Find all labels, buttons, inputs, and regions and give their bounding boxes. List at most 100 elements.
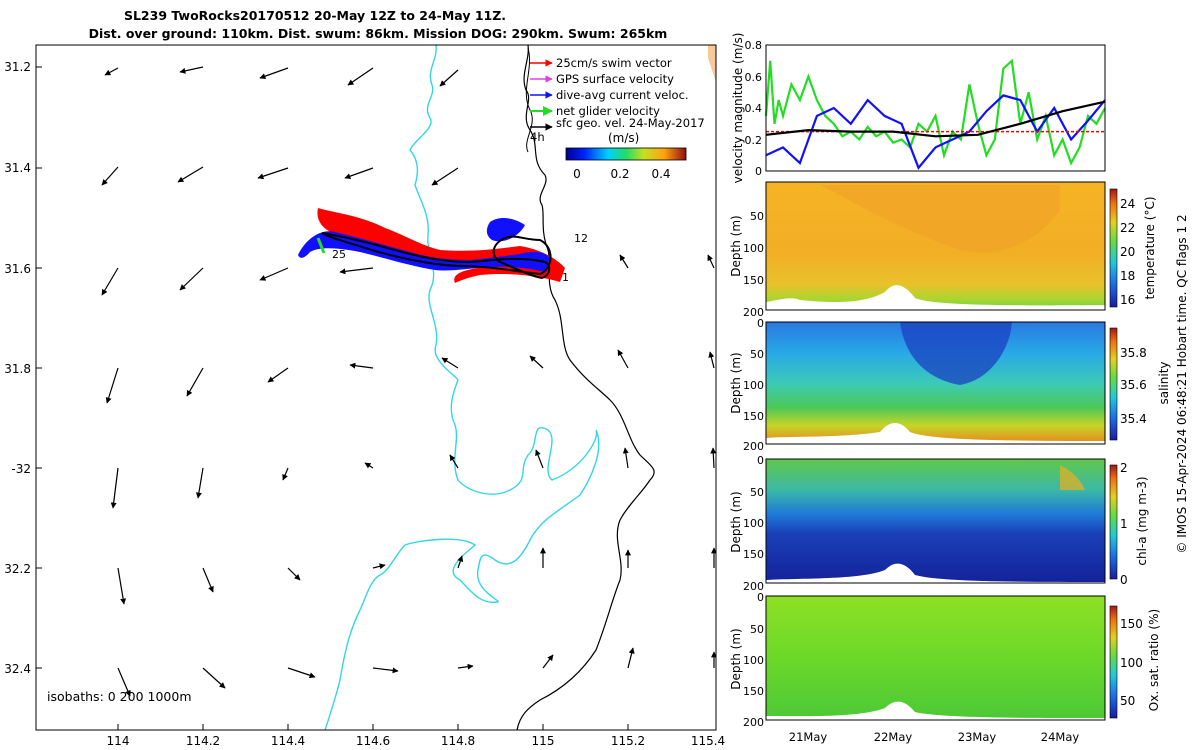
figure-title-line2: Dist. over ground: 110km. Dist. swum: 86…: [89, 26, 668, 41]
series-sfc-geo-vel-24-may-2017: [765, 100, 1106, 138]
depth-tick: 200: [743, 716, 764, 729]
chl-cb-tick: 0: [1120, 573, 1128, 587]
depth-tick: 150: [743, 685, 764, 698]
temperature-y-label: Depth (m): [729, 215, 743, 276]
depth-tick: 150: [743, 548, 764, 561]
temperature-cb-label: temperature (°C): [1143, 197, 1157, 300]
y-tick: 32.2: [4, 562, 31, 576]
salinity-panel: 0 50 100 150 200 Depth (m) 35.4 35.6 35.…: [729, 317, 1171, 453]
y-tick: 32.4: [4, 662, 31, 676]
depth-tick: 200: [743, 306, 764, 319]
figure-title-line1: SL239 TwoRocks20170512 20-May 12Z to 24-…: [124, 8, 506, 23]
vel-y-label: velocity magnitude (m/s): [731, 33, 745, 184]
salinity-seabed: [766, 423, 1105, 444]
oxygen-cb-tick: 100: [1120, 656, 1143, 670]
geo-vector: [707, 254, 715, 269]
temperature-colorbar: [1109, 188, 1118, 308]
geo-vector: [110, 467, 119, 509]
geo-vector: [622, 447, 629, 469]
isobaths-label: isobaths: 0 200 1000m: [47, 689, 192, 704]
legend-dac: dive-avg current veloc.: [556, 88, 689, 102]
date-tick: 22May: [874, 730, 913, 744]
temperature-panel: 50 100 150 200 Depth (m) 16 18 20 22 24 …: [729, 181, 1157, 319]
geo-vector: [179, 66, 204, 74]
geo-vector: [372, 563, 386, 570]
temperature-cb-tick: 20: [1120, 245, 1135, 259]
depth-tick: 0: [757, 591, 764, 604]
cb-tick: 0.4: [651, 167, 670, 181]
depth-tick: 0: [757, 454, 764, 467]
geo-vector: [101, 267, 119, 296]
y-tick: 31.6: [4, 262, 31, 276]
geo-vector: [257, 167, 289, 180]
chl-seabed: [766, 563, 1105, 583]
chl-cb-label: chl-a (mg m-3): [1135, 476, 1149, 565]
chl-surface-bloom: [1060, 465, 1085, 490]
temperature-cb-tick: 24: [1120, 197, 1135, 211]
geo-vector: [457, 555, 464, 569]
glider-track: 25 12 1: [298, 208, 588, 284]
map-y-ticks: 31.2 31.4 31.6 31.8 -32 32.2 32.4: [4, 60, 31, 676]
chl-cb-tick: 1: [1120, 517, 1128, 531]
map-x-ticks: 114 114.2 114.4 114.6 114.8 115 115.2 11…: [107, 734, 726, 748]
salinity-y-label: Depth (m): [729, 352, 743, 413]
geo-vector: [259, 67, 289, 80]
vel-y-tick: 0.2: [745, 134, 763, 147]
x-tick: 115.2: [611, 734, 645, 748]
geo-vector: [104, 67, 119, 76]
x-tick: 115.4: [691, 734, 725, 748]
geo-vector: [372, 667, 399, 674]
oxygen-panel: 0 50 100 150 200 Depth (m) 50 100 150 Ox…: [729, 591, 1161, 744]
geo-vector: [347, 67, 374, 86]
depth-tick: 50: [750, 210, 764, 223]
geo-vector: [105, 367, 119, 404]
velocity-frame: [765, 44, 1106, 172]
salinity-cb-tick: 35.8: [1120, 346, 1147, 360]
oxygen-colorbar: [1109, 605, 1118, 719]
temperature-seabed: [766, 285, 1105, 310]
geostrophic-vectors: [101, 66, 716, 697]
geo-vector: [186, 367, 204, 397]
geo-vector: [287, 667, 316, 679]
geo-vector: [364, 462, 374, 469]
glider-path: [321, 232, 552, 280]
geo-vector: [202, 567, 214, 593]
depth-tick: 50: [750, 486, 764, 499]
x-tick: 114.8: [441, 734, 475, 748]
geo-vector: [195, 467, 204, 499]
y-tick: 31.8: [4, 362, 31, 376]
vel-y-tick: 0.8: [745, 39, 763, 52]
salinity-colorbar: [1109, 327, 1118, 441]
isobath-200: [324, 45, 600, 730]
land-area: [708, 45, 716, 82]
coastline: [516, 45, 655, 730]
track-label-25: 25: [332, 248, 346, 261]
salinity-cb-tick: 35.6: [1120, 378, 1147, 392]
depth-tick: 100: [743, 379, 764, 392]
vel-y-tick: 0: [755, 165, 762, 178]
chl-panel: 0 50 100 150 200 Depth (m) 0 1 2 chl-a (…: [729, 454, 1149, 593]
geo-vector: [535, 449, 544, 469]
depth-tick: 100: [743, 242, 764, 255]
coastline-inner: [525, 47, 533, 153]
copyright-label: © IMOS 15-Apr-2024 06:48:21 Hobart time.…: [1175, 214, 1189, 553]
vel-y-tick: 0.4: [745, 102, 763, 115]
geo-vector: [282, 467, 289, 481]
oxygen-cb-tick: 150: [1120, 617, 1143, 631]
map-tick-marks: [36, 66, 629, 730]
map-frame: [35, 44, 717, 731]
chl-field: [766, 459, 1105, 583]
geo-vector: [457, 663, 474, 670]
geo-vector: [449, 454, 459, 469]
oxygen-y-label: Depth (m): [729, 628, 743, 689]
oxygen-seabed: [766, 701, 1105, 720]
oxygen-cb-tick: 50: [1120, 694, 1135, 708]
geo-vector: [542, 654, 554, 669]
legend-gps: GPS surface velocity: [556, 72, 674, 86]
geo-vector: [529, 355, 544, 369]
track-label-1: 1: [562, 271, 569, 284]
temperature-cb-tick: 22: [1120, 221, 1135, 235]
velocity-panel: 0 0.2 0.4 0.6 0.8 velocity magnitude (m/…: [731, 33, 1106, 184]
x-tick: 114.6: [356, 734, 390, 748]
legend-geo: sfc geo. vel. 24-May-2017: [556, 116, 705, 130]
